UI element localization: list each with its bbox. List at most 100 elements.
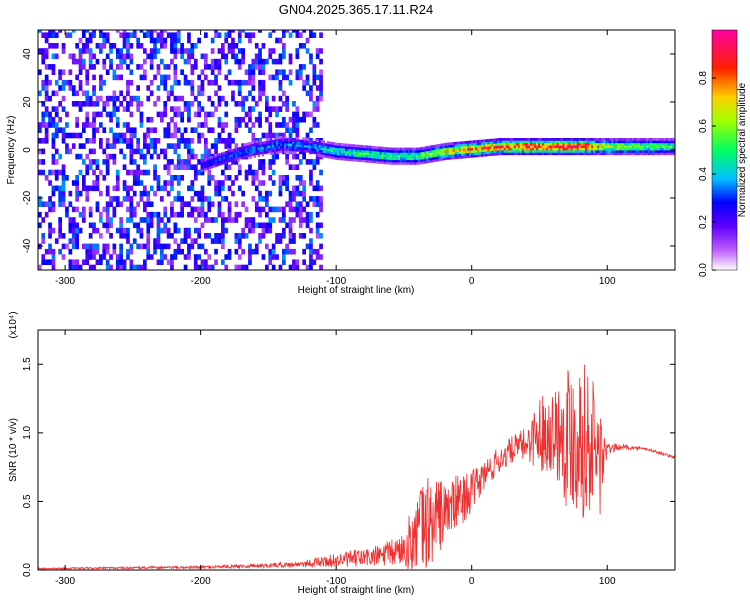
heatmap-cell (197, 159, 201, 165)
heatmap-cell (591, 142, 594, 146)
heatmap-cell (428, 157, 431, 161)
heatmap-cell (588, 152, 592, 156)
heatmap-cell (288, 32, 293, 38)
heatmap-cell (660, 138, 663, 141)
heatmap-cell (483, 144, 486, 147)
heatmap-cell (200, 69, 205, 75)
heatmap-cell (550, 142, 553, 146)
heatmap-cell (119, 217, 123, 223)
heatmap-cell (132, 206, 137, 213)
heatmap-cell (193, 264, 198, 270)
heatmap-cell (458, 155, 462, 159)
heatmap-cell (136, 43, 140, 49)
heatmap-cell (548, 147, 551, 151)
heatmap-cell (217, 206, 222, 213)
heatmap-cell (517, 152, 521, 156)
heatmap-cell (282, 147, 285, 151)
heatmap-cell (519, 150, 523, 153)
heatmap-cell (586, 142, 590, 146)
heatmap-cell (295, 116, 300, 123)
heatmap-cell (345, 148, 348, 152)
heatmap-cell (206, 159, 210, 163)
heatmap-cell (146, 169, 151, 176)
heatmap-cell (248, 74, 252, 81)
heatmap-cell (275, 153, 279, 160)
heatmap-cell (126, 185, 130, 192)
heatmap-cell (206, 157, 210, 161)
heatmap-cell (146, 233, 151, 239)
heatmap-cell (85, 48, 90, 54)
heatmap-cell (319, 196, 323, 202)
heatmap-cell (173, 175, 178, 181)
heatmap-cell (385, 156, 388, 160)
heatmap-cell (224, 101, 229, 107)
heatmap-cell (365, 145, 368, 149)
heatmap-cell (491, 143, 494, 147)
heatmap-cell (548, 152, 551, 156)
heatmap-cell (119, 264, 123, 270)
heatmap-cell (261, 90, 266, 97)
heatmap-cell (641, 152, 645, 156)
heatmap-cell (180, 201, 184, 207)
heatmap-cell (243, 150, 246, 154)
heatmap-cell (204, 148, 208, 155)
heatmap-cell (619, 152, 622, 156)
heatmap-cell (355, 144, 358, 148)
heatmap-cell (278, 238, 283, 244)
heatmap-cell (210, 143, 215, 149)
heatmap-cell (582, 140, 586, 144)
heatmap-cell (582, 138, 586, 141)
heatmap-cell (197, 211, 201, 218)
heatmap-cell (290, 143, 293, 147)
heatmap-cell (255, 145, 258, 148)
heatmap-cell (507, 138, 510, 141)
heatmap-cell (143, 190, 147, 197)
heatmap-cell (456, 151, 460, 155)
heatmap-cell (534, 140, 537, 144)
heatmap-cell (369, 157, 372, 161)
heatmap-cell (416, 159, 419, 163)
heatmap-cell (78, 79, 83, 86)
heatmap-cell (122, 37, 127, 44)
heatmap-cell (271, 147, 275, 150)
heatmap-cell (68, 259, 73, 265)
heatmap-cell (536, 140, 539, 144)
x-tick-label: 0 (469, 576, 475, 587)
heatmap-cell (82, 243, 86, 250)
heatmap-cell (132, 190, 137, 197)
heatmap-cell (306, 140, 309, 143)
heatmap-cell (271, 30, 276, 33)
heatmap-cell (51, 64, 56, 70)
heatmap-cell (319, 79, 323, 86)
heatmap-cell (309, 53, 313, 60)
heatmap-cell (99, 190, 103, 197)
heatmap-cell (458, 148, 462, 152)
heatmap-cell (41, 116, 46, 123)
heatmap-cell (160, 196, 164, 202)
heatmap-cell (662, 138, 665, 141)
heatmap-cell (245, 150, 248, 153)
heatmap-cell (249, 149, 252, 152)
heatmap-cell (237, 154, 240, 158)
heatmap-cell (227, 30, 232, 33)
x-tick-label: -200 (191, 276, 211, 287)
heatmap-cell (183, 138, 188, 144)
heatmap-cell (572, 147, 576, 151)
heatmap-cell (292, 122, 296, 128)
heatmap-cell (95, 243, 100, 250)
heatmap-cell (662, 152, 665, 156)
heatmap-cell (44, 259, 49, 265)
heatmap-cell (285, 101, 289, 107)
heatmap-cell (229, 154, 232, 158)
heatmap-cell (519, 140, 523, 144)
heatmap-cell (115, 175, 120, 181)
heatmap-cell (251, 180, 256, 186)
heatmap-cell (183, 254, 188, 260)
heatmap-cell (373, 148, 376, 152)
heatmap-cell (267, 142, 271, 146)
heatmap-cell (163, 64, 168, 70)
heatmap-cell (244, 206, 249, 213)
heatmap-cell (149, 185, 154, 192)
heatmap-cell (153, 169, 157, 176)
heatmap-cell (173, 227, 178, 234)
